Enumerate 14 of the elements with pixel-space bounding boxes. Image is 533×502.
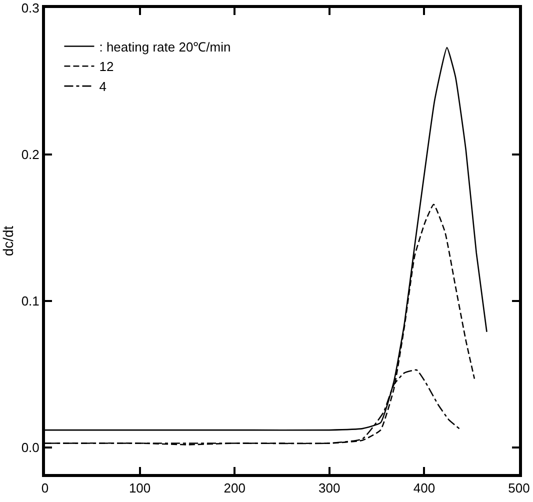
y-tick-label: 0.0 <box>21 440 40 456</box>
y-axis-title: dc/dt <box>0 226 16 256</box>
y-tick-label: 0.1 <box>21 294 40 309</box>
x-tick-label: 500 <box>508 480 530 496</box>
legend-label: : heating rate 20℃/min <box>99 39 231 54</box>
y-tick-label: 0.3 <box>21 0 40 16</box>
x-tick-label: 100 <box>128 480 151 496</box>
legend-label: 12 <box>99 59 114 74</box>
y-tick-label: 0.2 <box>21 147 40 162</box>
x-tick-label: 400 <box>413 480 436 496</box>
x-tick-label: 0 <box>41 480 49 496</box>
x-tick-label: 200 <box>224 480 246 496</box>
x-tick-label: 300 <box>318 480 340 496</box>
legend-label: 4 <box>99 79 106 94</box>
